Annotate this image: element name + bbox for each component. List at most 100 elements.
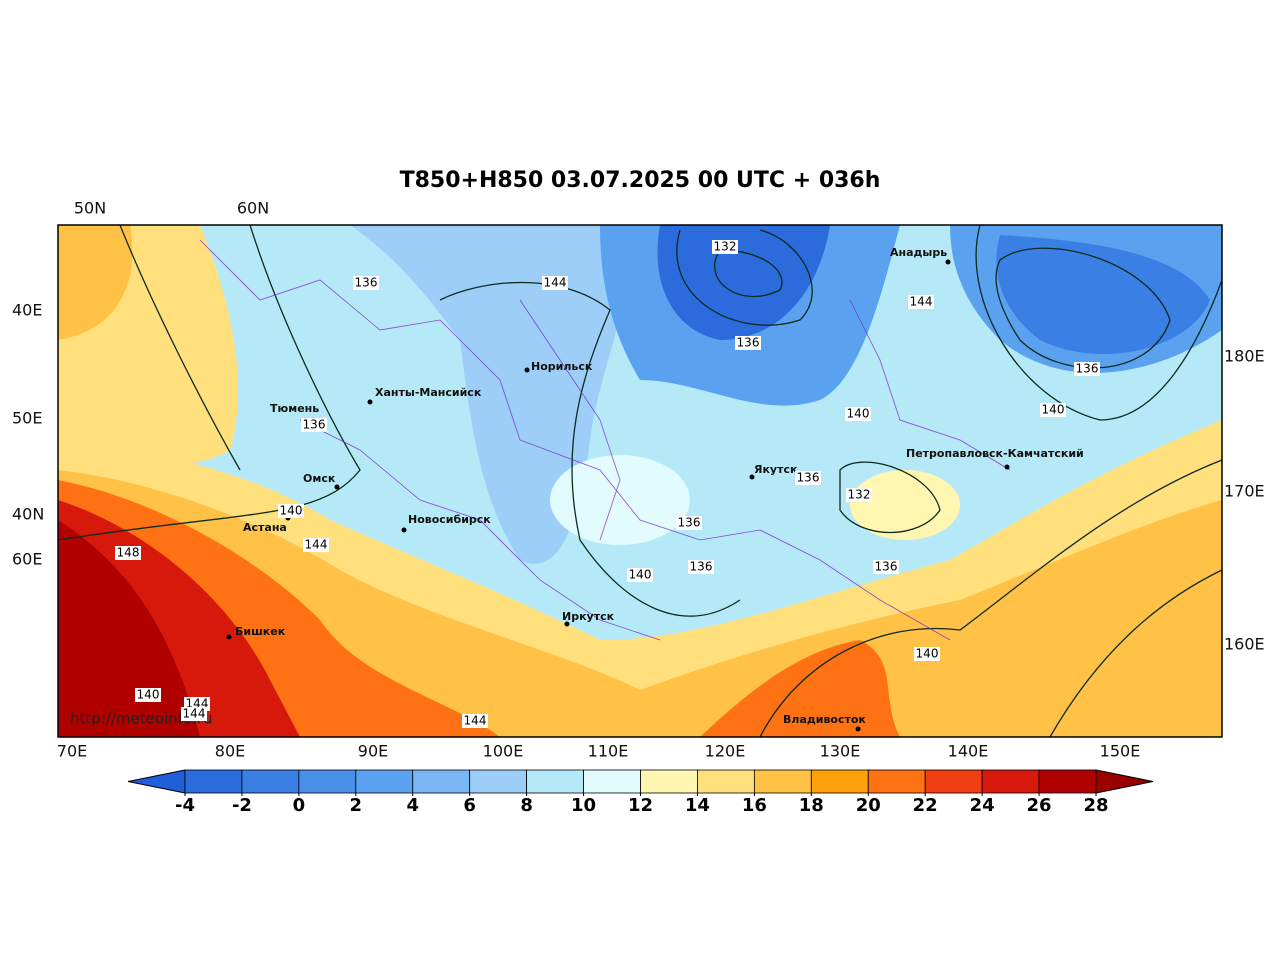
contour-label-bg <box>181 707 207 721</box>
lon-label: 120E <box>705 742 746 761</box>
city-dot <box>401 527 407 533</box>
contour-label-bg <box>301 418 327 432</box>
contour-label-bg <box>278 504 304 518</box>
grid-label: 60E <box>12 550 42 569</box>
colorbar-extension <box>1095 769 1154 794</box>
city-dot <box>226 634 232 640</box>
colorbar-segment <box>241 769 300 794</box>
colorbar-segment <box>412 769 471 794</box>
city-name: Якутск <box>754 463 798 476</box>
contour-label: 144 <box>305 538 328 552</box>
city-dot <box>564 621 570 627</box>
contour-label: 136 <box>1076 362 1099 376</box>
colorbar-tick-label: 24 <box>970 795 995 816</box>
city-dot <box>855 726 861 732</box>
contour-label-bg <box>135 688 161 702</box>
city-name: Владивосток <box>783 713 866 726</box>
contour-label-bg <box>712 240 738 254</box>
contour-label-bg <box>303 538 329 552</box>
contour-label-bg <box>873 560 899 574</box>
colorbar-segment <box>867 769 926 794</box>
lon-label: 100E <box>483 742 524 761</box>
lon-label: 70E <box>57 742 87 761</box>
watermark: http://meteoinfo.ru <box>70 710 212 728</box>
city-name: Астана <box>243 521 287 534</box>
colorbar-segment <box>924 769 983 794</box>
colorbar-segment <box>583 769 641 794</box>
contour-label-bg <box>353 276 379 290</box>
contour-label: 140 <box>629 568 652 582</box>
colorbar-segment <box>753 769 812 794</box>
colorbar-extension <box>127 769 186 794</box>
lat-label: 50N <box>74 199 106 218</box>
contour-label: 136 <box>690 560 713 574</box>
contour-label-bg <box>1040 403 1066 417</box>
colorbar-tick-label: -4 <box>175 795 195 816</box>
colorbar-segment <box>298 769 357 794</box>
lon-label: 150E <box>1100 742 1141 761</box>
lon-label: 110E <box>588 742 629 761</box>
contour-label: 144 <box>464 714 487 728</box>
contour-label-bg <box>688 560 714 574</box>
city-name: Ханты-Мансийск <box>375 386 482 399</box>
contour-label: 136 <box>303 418 326 432</box>
city-dot <box>1004 464 1010 470</box>
contour-label: 136 <box>678 516 701 530</box>
colorbar-tick-label: 0 <box>293 795 306 816</box>
lon-label: 130E <box>820 742 861 761</box>
contour-label-bg <box>914 647 940 661</box>
contour-label: 140 <box>916 647 939 661</box>
map-field <box>58 225 1222 737</box>
contour-label: 140 <box>280 504 303 518</box>
lat-label: 60N <box>237 199 269 218</box>
contour-label: 144 <box>910 295 933 309</box>
colorbar-tick-label: -2 <box>232 795 252 816</box>
colorbar-segment <box>469 769 528 794</box>
colorbar-segment <box>640 769 698 794</box>
contour-label-bg <box>846 488 872 502</box>
colorbar-tick-label: 2 <box>350 795 363 816</box>
colorbar-segment <box>810 769 869 794</box>
lon-label: 140E <box>948 742 989 761</box>
contour-label-bg <box>735 336 761 350</box>
colorbar-tick-label: 18 <box>799 795 824 816</box>
colorbar-tick-label: 26 <box>1027 795 1052 816</box>
contour-label: 136 <box>737 336 760 350</box>
contour-label: 144 <box>183 707 206 721</box>
colorbar-tick-label: 12 <box>628 795 653 816</box>
contour-label: 136 <box>797 471 820 485</box>
city-name: Тюмень <box>270 402 319 415</box>
contour-label: 136 <box>355 276 378 290</box>
colorbar-segment <box>981 769 1040 794</box>
contour-label-bg <box>627 568 653 582</box>
contour-label: 148 <box>117 546 140 560</box>
contour-label: 140 <box>1042 403 1065 417</box>
city-name: Петропавловск-Камчатский <box>906 447 1084 460</box>
colorbar-segment <box>1038 769 1097 794</box>
title: T850+H850 03.07.2025 00 UTC + 036h <box>400 168 881 193</box>
city-dot <box>334 484 340 490</box>
contour-label: 132 <box>848 488 871 502</box>
contour-label: 144 <box>544 276 567 290</box>
lon-label: 80E <box>215 742 245 761</box>
contour-label-bg <box>542 276 568 290</box>
city-name: Норильск <box>531 360 593 373</box>
colorbar-tick-label: 20 <box>856 795 881 816</box>
contour-label: 132 <box>714 240 737 254</box>
colorbar-tick-label: 28 <box>1083 795 1108 816</box>
contour-label: 140 <box>137 688 160 702</box>
contour-label: 136 <box>875 560 898 574</box>
grid-label: 180E <box>1224 347 1265 366</box>
colorbar-tick-label: 4 <box>406 795 419 816</box>
city-name: Омск <box>303 472 336 485</box>
city-dot <box>367 399 373 405</box>
contour-label-bg <box>908 295 934 309</box>
colorbar-segment <box>526 769 584 794</box>
city-dot <box>749 474 755 480</box>
contour-label: 140 <box>847 407 870 421</box>
city-name: Иркутск <box>562 610 615 623</box>
contour-label-bg <box>795 471 821 485</box>
colorbar-tick-label: 8 <box>520 795 533 816</box>
